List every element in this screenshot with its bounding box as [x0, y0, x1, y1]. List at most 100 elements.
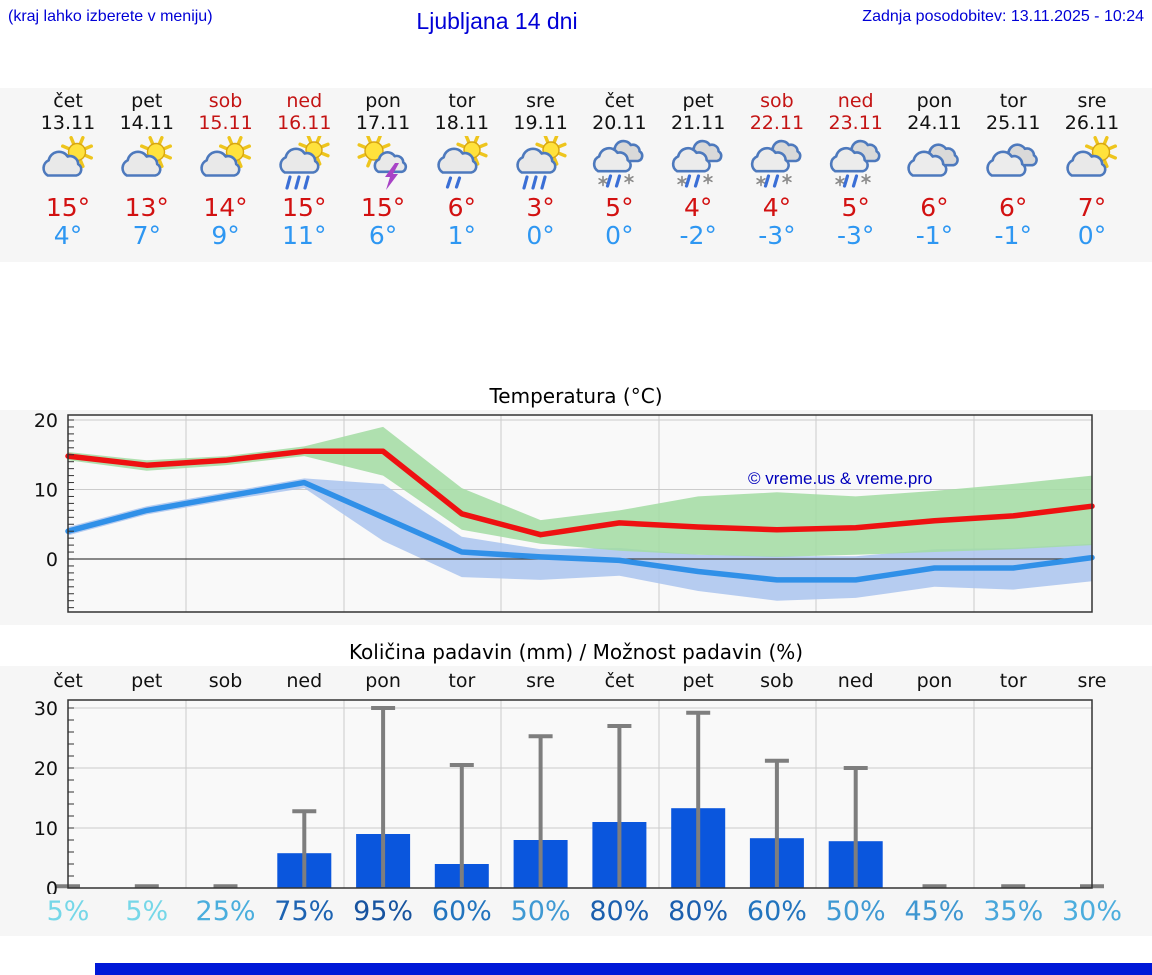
precip-day-label: ned — [837, 670, 874, 692]
svg-text:20: 20 — [34, 758, 58, 780]
partly-cloudy-icon — [121, 136, 172, 177]
rain-sun-icon — [515, 136, 567, 190]
precip-probability: 25% — [195, 896, 256, 927]
rain-sun-light-icon — [437, 136, 488, 189]
day-date: 15.11 — [198, 112, 253, 134]
precip-probability: 50% — [825, 896, 886, 927]
svg-text:20: 20 — [34, 410, 58, 432]
sleet-icon — [672, 139, 723, 188]
precip-probability: 75% — [274, 896, 335, 927]
cloudy-icon — [907, 143, 960, 177]
low-temp: 11° — [282, 221, 327, 250]
day-name: tor — [448, 90, 476, 112]
day-name: pon — [916, 90, 953, 112]
precip-probability: 60% — [431, 896, 492, 927]
precip-probability-row: 5% 5% 25% 75% 95% 60% 50% 80% 80% 60% 50% 45% 35% 30% — [0, 896, 1152, 934]
high-temp: 6° — [999, 193, 1028, 222]
day-name: sre — [526, 90, 556, 112]
precip-probability: 5% — [46, 896, 90, 927]
page-title: Ljubljana 14 dni — [416, 8, 578, 34]
partly-cloudy-icon — [199, 136, 251, 177]
day-column: sre 26.11 7° 0° — [1052, 88, 1132, 250]
rain-sun-icon — [279, 136, 330, 190]
day-column: pon 24.11 6° -1° — [894, 88, 974, 250]
day-name: sre — [1077, 90, 1107, 112]
temp-chart-title: Temperatura (°C) — [489, 384, 663, 408]
high-temp: 3° — [526, 193, 555, 222]
thunder-sun-icon — [357, 136, 408, 190]
precip-day-label: čet — [53, 670, 83, 692]
day-date: 25.11 — [986, 112, 1041, 134]
precip-day-label: tor — [448, 670, 476, 692]
low-temp: 0° — [1077, 221, 1107, 250]
low-temp: -3° — [836, 221, 875, 250]
precip-chart-title: Količina padavin (mm) / Možnost padavin … — [348, 640, 804, 664]
precip-probability: 50% — [510, 896, 571, 927]
low-temp: 0° — [526, 221, 555, 250]
precip-probability: 5% — [125, 896, 169, 927]
svg-text:10: 10 — [34, 480, 58, 502]
day-column: pet 21.11 4° -2° — [658, 88, 738, 250]
high-temp: 15° — [282, 193, 327, 222]
precip-probability: 30% — [1061, 896, 1122, 927]
min-range-band — [68, 478, 1092, 601]
day-name: pon — [365, 90, 401, 112]
day-date: 18.11 — [434, 112, 490, 134]
precip-day-label: pon — [916, 670, 953, 692]
precip-day-label: sob — [208, 670, 243, 692]
high-temp: 5° — [841, 193, 870, 222]
day-column: pon 17.11 15° 6° — [343, 88, 423, 250]
day-name: čet — [604, 90, 635, 112]
low-temp: -1° — [994, 221, 1032, 250]
partly-cloudy-icon — [42, 136, 93, 177]
low-temp: 1° — [447, 221, 477, 250]
high-temp: 14° — [203, 193, 248, 222]
day-date: 26.11 — [1064, 112, 1120, 134]
precipitation-chart: 0 10 20 30 — [34, 698, 1104, 894]
cloudy-icon — [986, 143, 1039, 177]
day-name: čet — [53, 90, 83, 112]
last-update: Zadnja posodobitev: 13.11.2025 - 10:24 — [862, 8, 1144, 25]
precip-day-label: čet — [604, 670, 635, 692]
partly-cloudy-icon — [1066, 136, 1117, 177]
day-name: ned — [837, 90, 874, 112]
day-column: čet 13.11 15° 4° — [28, 88, 108, 250]
day-column: sob 22.11 4° -3° — [737, 88, 817, 250]
day-date: 17.11 — [355, 112, 411, 134]
low-temp: -3° — [758, 221, 796, 250]
sleet-icon — [593, 139, 644, 188]
svg-text:0: 0 — [46, 549, 58, 571]
day-name: pet — [682, 90, 714, 112]
svg-text:30: 30 — [34, 698, 58, 720]
day-column: sre 19.11 3° 0° — [501, 88, 581, 250]
high-temp: 4° — [683, 193, 713, 222]
sleet-icon — [829, 139, 881, 188]
low-temp: 7° — [132, 221, 161, 250]
low-temp: 0° — [605, 221, 634, 250]
min-temperatura-line — [65, 479, 1095, 583]
day-date: 23.11 — [828, 112, 883, 134]
day-date: 24.11 — [907, 112, 962, 134]
precip-probability: 95% — [353, 896, 414, 927]
low-temp: -2° — [679, 221, 717, 250]
day-date: 22.11 — [749, 112, 805, 134]
day-date: 14.11 — [119, 112, 174, 134]
day-date: 19.11 — [513, 112, 568, 134]
max-range-band — [68, 426, 1092, 557]
max-temperatura-line — [65, 448, 1095, 538]
footer-bar — [95, 963, 1152, 975]
svg-text:0: 0 — [46, 878, 58, 894]
precip-day-label: pet — [131, 670, 163, 692]
precip-probability: 60% — [746, 896, 807, 927]
precip-day-label: sre — [1077, 670, 1107, 692]
precip-probability: 80% — [668, 896, 729, 927]
day-column: tor 18.11 6° 1° — [422, 88, 502, 250]
low-temp: 4° — [53, 221, 83, 250]
precip-day-label: pon — [365, 670, 401, 692]
high-temp: 15° — [360, 193, 406, 222]
day-column: tor 25.11 6° -1° — [973, 88, 1053, 250]
day-date: 21.11 — [670, 112, 726, 134]
watermark: © vreme.us & vreme.pro — [748, 469, 932, 488]
high-temp: 4° — [762, 193, 792, 222]
svg-text:10: 10 — [34, 818, 58, 840]
